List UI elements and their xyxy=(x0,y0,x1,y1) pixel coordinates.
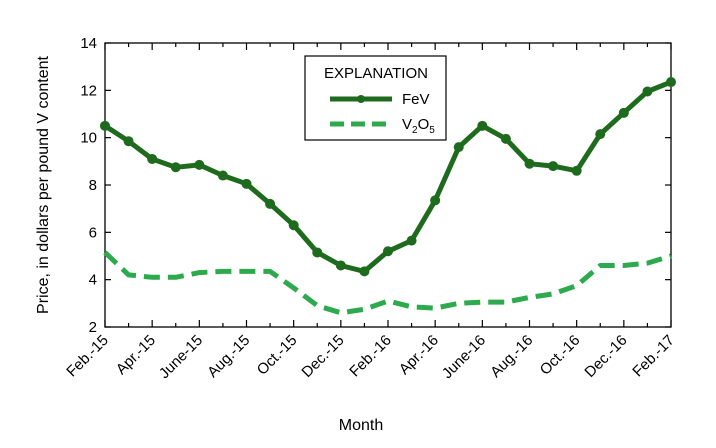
x-axis-title: Month xyxy=(339,417,383,434)
data-point-fev xyxy=(217,170,228,181)
data-point-fev xyxy=(430,195,441,206)
data-point-fev xyxy=(383,246,393,257)
data-point-fev xyxy=(335,260,346,271)
series-layer xyxy=(100,77,676,316)
x-tick-label: June-16 xyxy=(439,332,489,382)
legend-marker-fev xyxy=(357,95,365,103)
x-tick-label: Oct.-16 xyxy=(537,332,584,379)
y-tick-label: 10 xyxy=(80,130,97,147)
y-tick-label: 6 xyxy=(89,224,97,241)
data-point-fev xyxy=(595,129,606,140)
x-tick-label: Feb.-16 xyxy=(346,332,395,381)
x-tick-label: Feb.-15 xyxy=(63,332,112,381)
x-tick-label: Apr.-15 xyxy=(113,332,159,378)
data-point-fev xyxy=(477,120,488,131)
data-point-fev xyxy=(288,220,299,231)
x-tick-label: Dec.-15 xyxy=(298,332,347,381)
data-point-fev xyxy=(524,158,535,169)
data-point-fev xyxy=(312,247,323,258)
x-tick-label: Feb.-17 xyxy=(629,332,678,381)
data-point-fev xyxy=(123,136,134,147)
data-point-fev xyxy=(170,162,181,173)
data-point-fev xyxy=(571,165,582,176)
y-tick-label: 8 xyxy=(89,177,97,194)
x-tick-label: Aug.-15 xyxy=(204,332,253,381)
data-point-fev xyxy=(618,107,629,118)
legend-label-v2o5: V2O5 xyxy=(402,116,435,136)
legend-label-fev: FeV xyxy=(402,91,430,108)
data-point-fev xyxy=(666,77,676,88)
y-tick-label: 2 xyxy=(89,319,97,336)
data-point-fev xyxy=(406,235,417,246)
x-tick-label: Aug.-16 xyxy=(487,332,536,381)
y-tick-label: 12 xyxy=(80,82,97,99)
data-point-fev xyxy=(100,120,110,131)
data-point-fev xyxy=(548,161,559,172)
x-tick-label: June-15 xyxy=(156,332,206,382)
y-axis: 2 4 6 8 10 12 14 xyxy=(80,35,671,336)
legend-title: EXPLANATION xyxy=(324,65,428,82)
data-point-fev xyxy=(500,133,511,144)
data-point-fev xyxy=(194,159,205,170)
legend: EXPLANATION FeV V2O5 xyxy=(304,55,447,141)
y-tick-label: 14 xyxy=(80,35,97,52)
x-tick-label: Dec.-16 xyxy=(581,332,630,381)
data-point-fev xyxy=(453,142,464,153)
data-point-fev xyxy=(359,266,370,277)
data-point-fev xyxy=(642,86,653,97)
y-tick-label: 4 xyxy=(89,272,97,289)
data-point-fev xyxy=(147,153,158,164)
x-tick-label: Oct.-15 xyxy=(254,332,301,379)
series-line-v2o5 xyxy=(103,250,672,316)
x-tick-label: Apr.-16 xyxy=(396,332,442,378)
data-point-fev xyxy=(241,178,252,189)
y-axis-title: Price, in dollars per pound V content xyxy=(35,55,52,313)
data-point-fev xyxy=(265,198,276,209)
